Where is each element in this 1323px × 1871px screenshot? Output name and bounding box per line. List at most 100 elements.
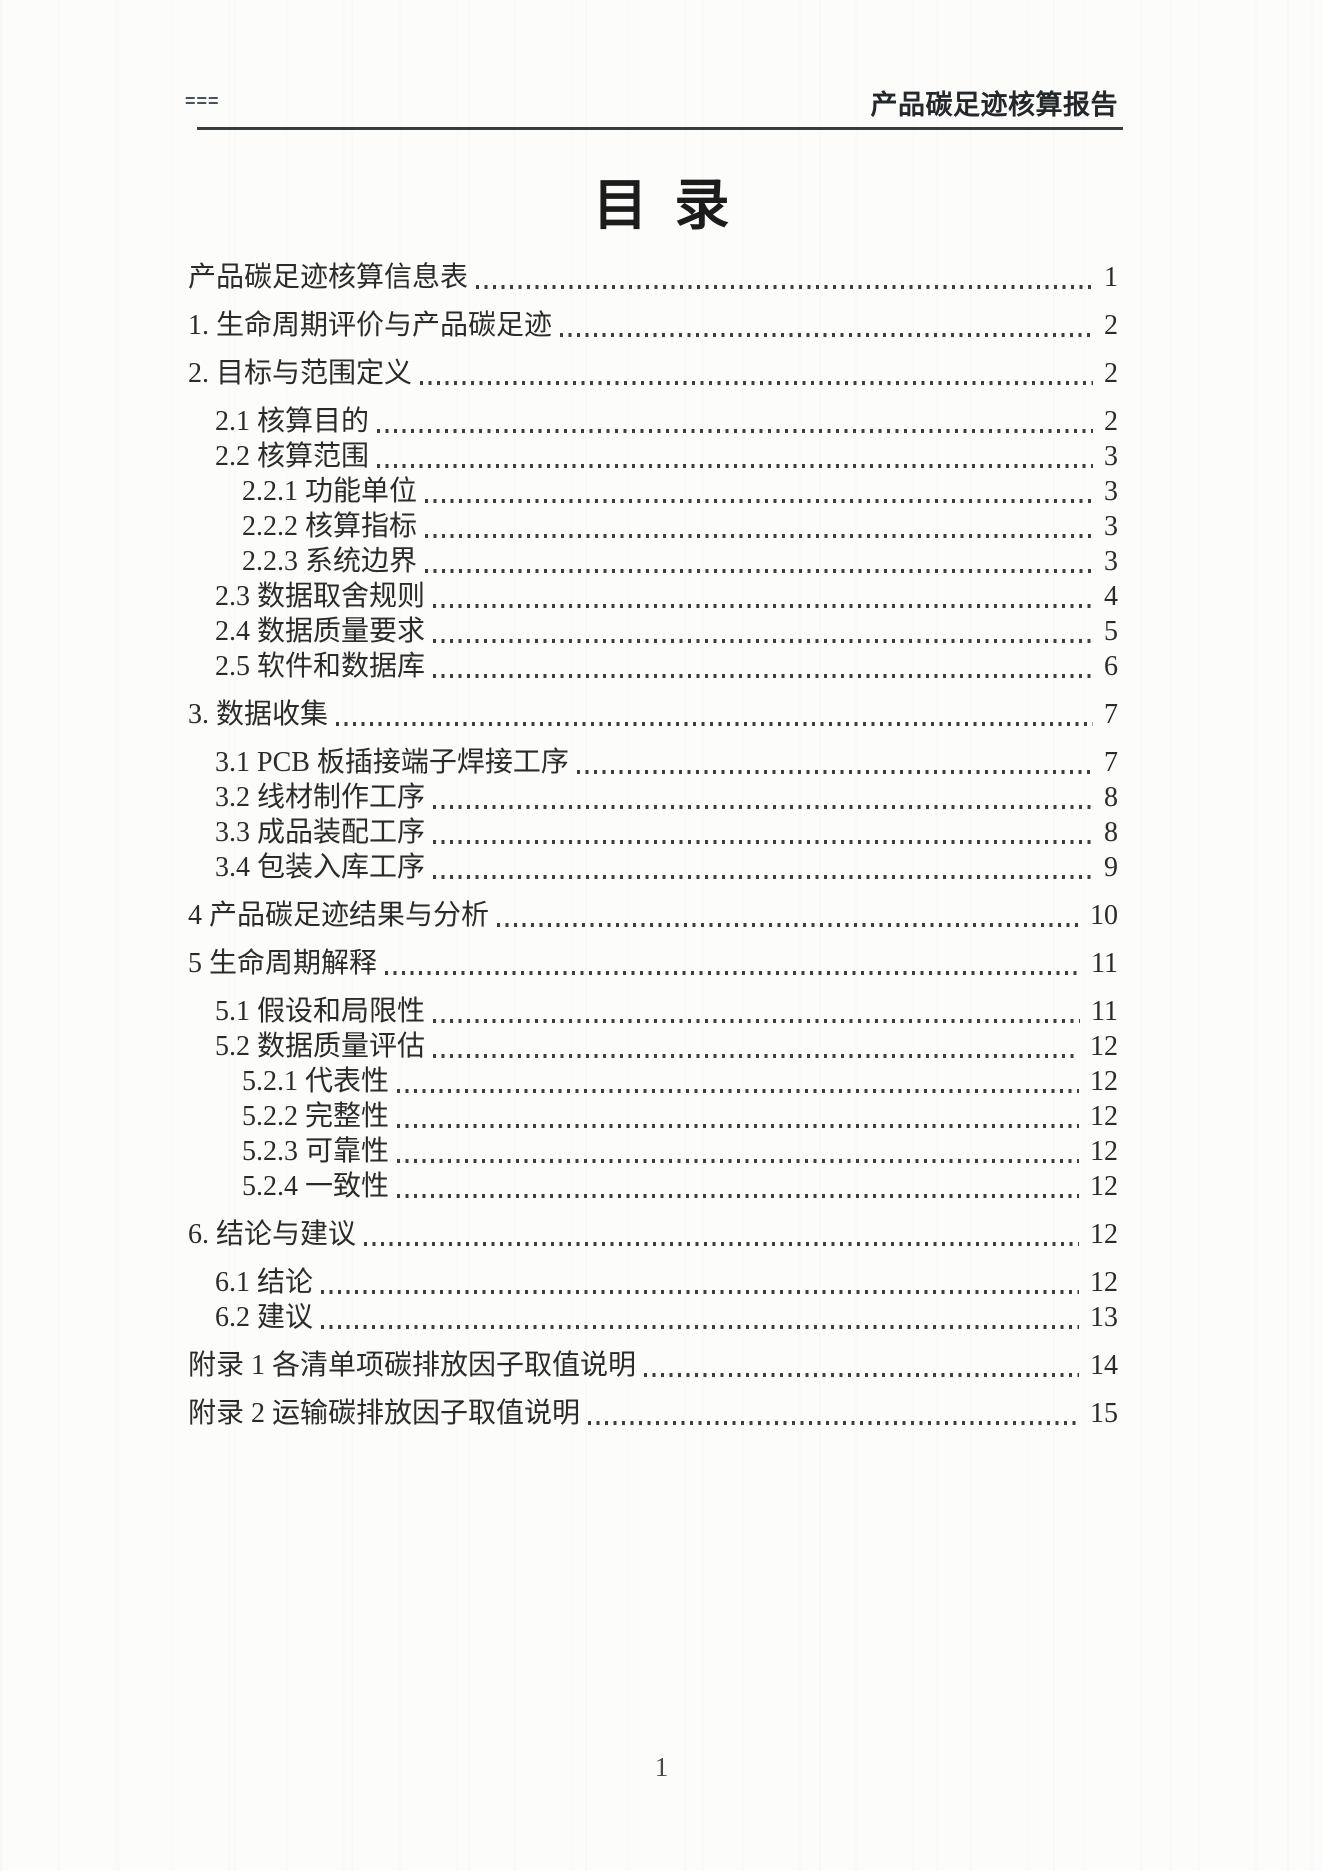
toc-entry-label: 5 生命周期解释: [188, 948, 378, 979]
toc-entry-label: 2.4 数据质量要求: [215, 616, 426, 647]
toc-page-number: 13: [1090, 1302, 1118, 1333]
toc-entry-label: 2.2 核算范围: [215, 441, 370, 472]
toc-page-number: 6: [1104, 651, 1118, 682]
dot-leader: [425, 569, 1093, 573]
toc-entry: 3. 数据收集 7: [188, 697, 1118, 732]
toc-entry: 3.3 成品装配工序 8: [188, 815, 1118, 850]
toc-entry: 5 生命周期解释 11: [188, 946, 1118, 981]
dot-leader: [644, 1373, 1079, 1377]
toc-entry-label: 5.2 数据质量评估: [215, 1031, 426, 1062]
toc-entry-label: 2. 目标与范围定义: [188, 358, 413, 389]
dot-leader: [433, 604, 1093, 608]
toc-page-number: 2: [1104, 406, 1118, 437]
toc-entry-label: 3.3 成品装配工序: [215, 817, 426, 848]
dot-leader: [433, 1019, 1081, 1023]
toc-page-number: 4: [1104, 581, 1118, 612]
toc-entry: 2.2.2 核算指标 3: [188, 509, 1118, 544]
toc-entry-label: 附录 2 运输碳排放因子取值说明: [188, 1398, 581, 1429]
toc-entry-label: 产品碳足迹核算信息表: [188, 262, 469, 293]
dot-leader: [588, 1421, 1079, 1425]
toc-entry: 2.1 核算目的 2: [188, 404, 1118, 439]
dot-leader: [397, 1089, 1079, 1093]
dot-leader: [321, 1325, 1079, 1329]
toc-entry: 2.2 核算范围 3: [188, 439, 1118, 474]
toc-page-number: 8: [1104, 782, 1118, 813]
toc-page-number: 3: [1104, 546, 1118, 577]
toc-entry: 5.1 假设和局限性 11: [188, 994, 1118, 1029]
toc-page-number: 9: [1104, 852, 1118, 883]
dot-leader: [420, 381, 1093, 385]
toc-entry: 2.2.3 系统边界 3: [188, 544, 1118, 579]
toc-entry-label: 5.1 假设和局限性: [215, 996, 426, 1027]
toc-entry-label: 附录 1 各清单项碳排放因子取值说明: [188, 1350, 637, 1381]
toc-entry-label: 1. 生命周期评价与产品碳足迹: [188, 310, 553, 341]
toc-page-number: 12: [1090, 1219, 1118, 1250]
toc-entry: 6.2 建议 13: [188, 1300, 1118, 1335]
toc-page-number: 3: [1104, 476, 1118, 507]
dot-leader: [336, 722, 1093, 726]
toc-entry-label: 2.3 数据取舍规则: [215, 581, 426, 612]
dot-leader: [425, 499, 1093, 503]
toc-page-number: 10: [1090, 900, 1118, 931]
toc-page-number: 5: [1104, 616, 1118, 647]
toc-entry: 6.1 结论 12: [188, 1265, 1118, 1300]
toc-entry-label: 6.1 结论: [215, 1267, 314, 1298]
toc-page-number: 15: [1090, 1398, 1118, 1429]
dot-leader: [476, 285, 1093, 289]
toc-page-number: 7: [1104, 699, 1118, 730]
toc-entry: 附录 2 运输碳排放因子取值说明 15: [188, 1396, 1118, 1431]
toc-page-number: 2: [1104, 358, 1118, 389]
toc-page-number: 3: [1104, 511, 1118, 542]
dot-leader: [433, 840, 1093, 844]
toc-page-number: 14: [1090, 1350, 1118, 1381]
toc-entry-label: 6. 结论与建议: [188, 1219, 357, 1250]
toc-page-number: 12: [1090, 1066, 1118, 1097]
toc-entry-label: 4 产品碳足迹结果与分析: [188, 900, 490, 931]
toc-page-number: 12: [1090, 1267, 1118, 1298]
toc-page-number: 1: [1104, 262, 1118, 293]
page-title: 目 录: [592, 175, 731, 236]
toc-entry: 5.2.3 可靠性 12: [188, 1134, 1118, 1169]
toc-entry-label: 5.2.2 完整性: [242, 1101, 390, 1132]
dot-leader: [433, 639, 1093, 643]
dot-leader: [433, 674, 1093, 678]
toc-entry-label: 3. 数据收集: [188, 699, 329, 730]
dot-leader: [576, 770, 1093, 774]
dot-leader: [321, 1290, 1079, 1294]
toc-entry: 1. 生命周期评价与产品碳足迹 2: [188, 308, 1118, 343]
dot-leader: [433, 1054, 1079, 1058]
dot-leader: [364, 1242, 1079, 1246]
toc-entry-label: 3.1 PCB 板插接端子焊接工序: [215, 747, 569, 778]
toc-entry-label: 5.2.4 一致性: [242, 1171, 390, 1202]
header-rule: [197, 127, 1123, 130]
toc-page-number: 11: [1091, 948, 1118, 979]
toc-page-number: 12: [1090, 1171, 1118, 1202]
toc-entry: 产品碳足迹核算信息表 1: [188, 260, 1118, 295]
dot-leader: [425, 534, 1093, 538]
toc-entry-label: 6.2 建议: [215, 1302, 314, 1333]
toc-entry-label: 2.2.3 系统边界: [242, 546, 418, 577]
toc-entry: 附录 1 各清单项碳排放因子取值说明 14: [188, 1348, 1118, 1383]
header-left-mark: ===: [185, 91, 220, 111]
toc-entry-label: 5.2.1 代表性: [242, 1066, 390, 1097]
toc-entry-label: 2.2.1 功能单位: [242, 476, 418, 507]
footer-page-number: 1: [654, 1752, 669, 1782]
toc-entry-label: 5.2.3 可靠性: [242, 1136, 390, 1167]
dot-leader: [377, 464, 1093, 468]
toc-page-number: 11: [1091, 996, 1118, 1027]
toc-entry: 5.2 数据质量评估 12: [188, 1029, 1118, 1064]
toc-entry: 2.4 数据质量要求 5: [188, 614, 1118, 649]
dot-leader: [560, 333, 1093, 337]
toc-entry: 3.1 PCB 板插接端子焊接工序 7: [188, 745, 1118, 780]
toc-page-number: 12: [1090, 1031, 1118, 1062]
toc-entry-label: 3.2 线材制作工序: [215, 782, 426, 813]
dot-leader: [397, 1194, 1079, 1198]
toc-entry-label: 2.5 软件和数据库: [215, 651, 426, 682]
toc-page-number: 12: [1090, 1101, 1118, 1132]
toc-entry: 5.2.4 一致性 12: [188, 1169, 1118, 1204]
toc-entry: 2.2.1 功能单位 3: [188, 474, 1118, 509]
header-title: 产品碳足迹核算报告: [870, 90, 1118, 120]
dot-leader: [433, 805, 1093, 809]
toc-entry-label: 2.1 核算目的: [215, 406, 370, 437]
